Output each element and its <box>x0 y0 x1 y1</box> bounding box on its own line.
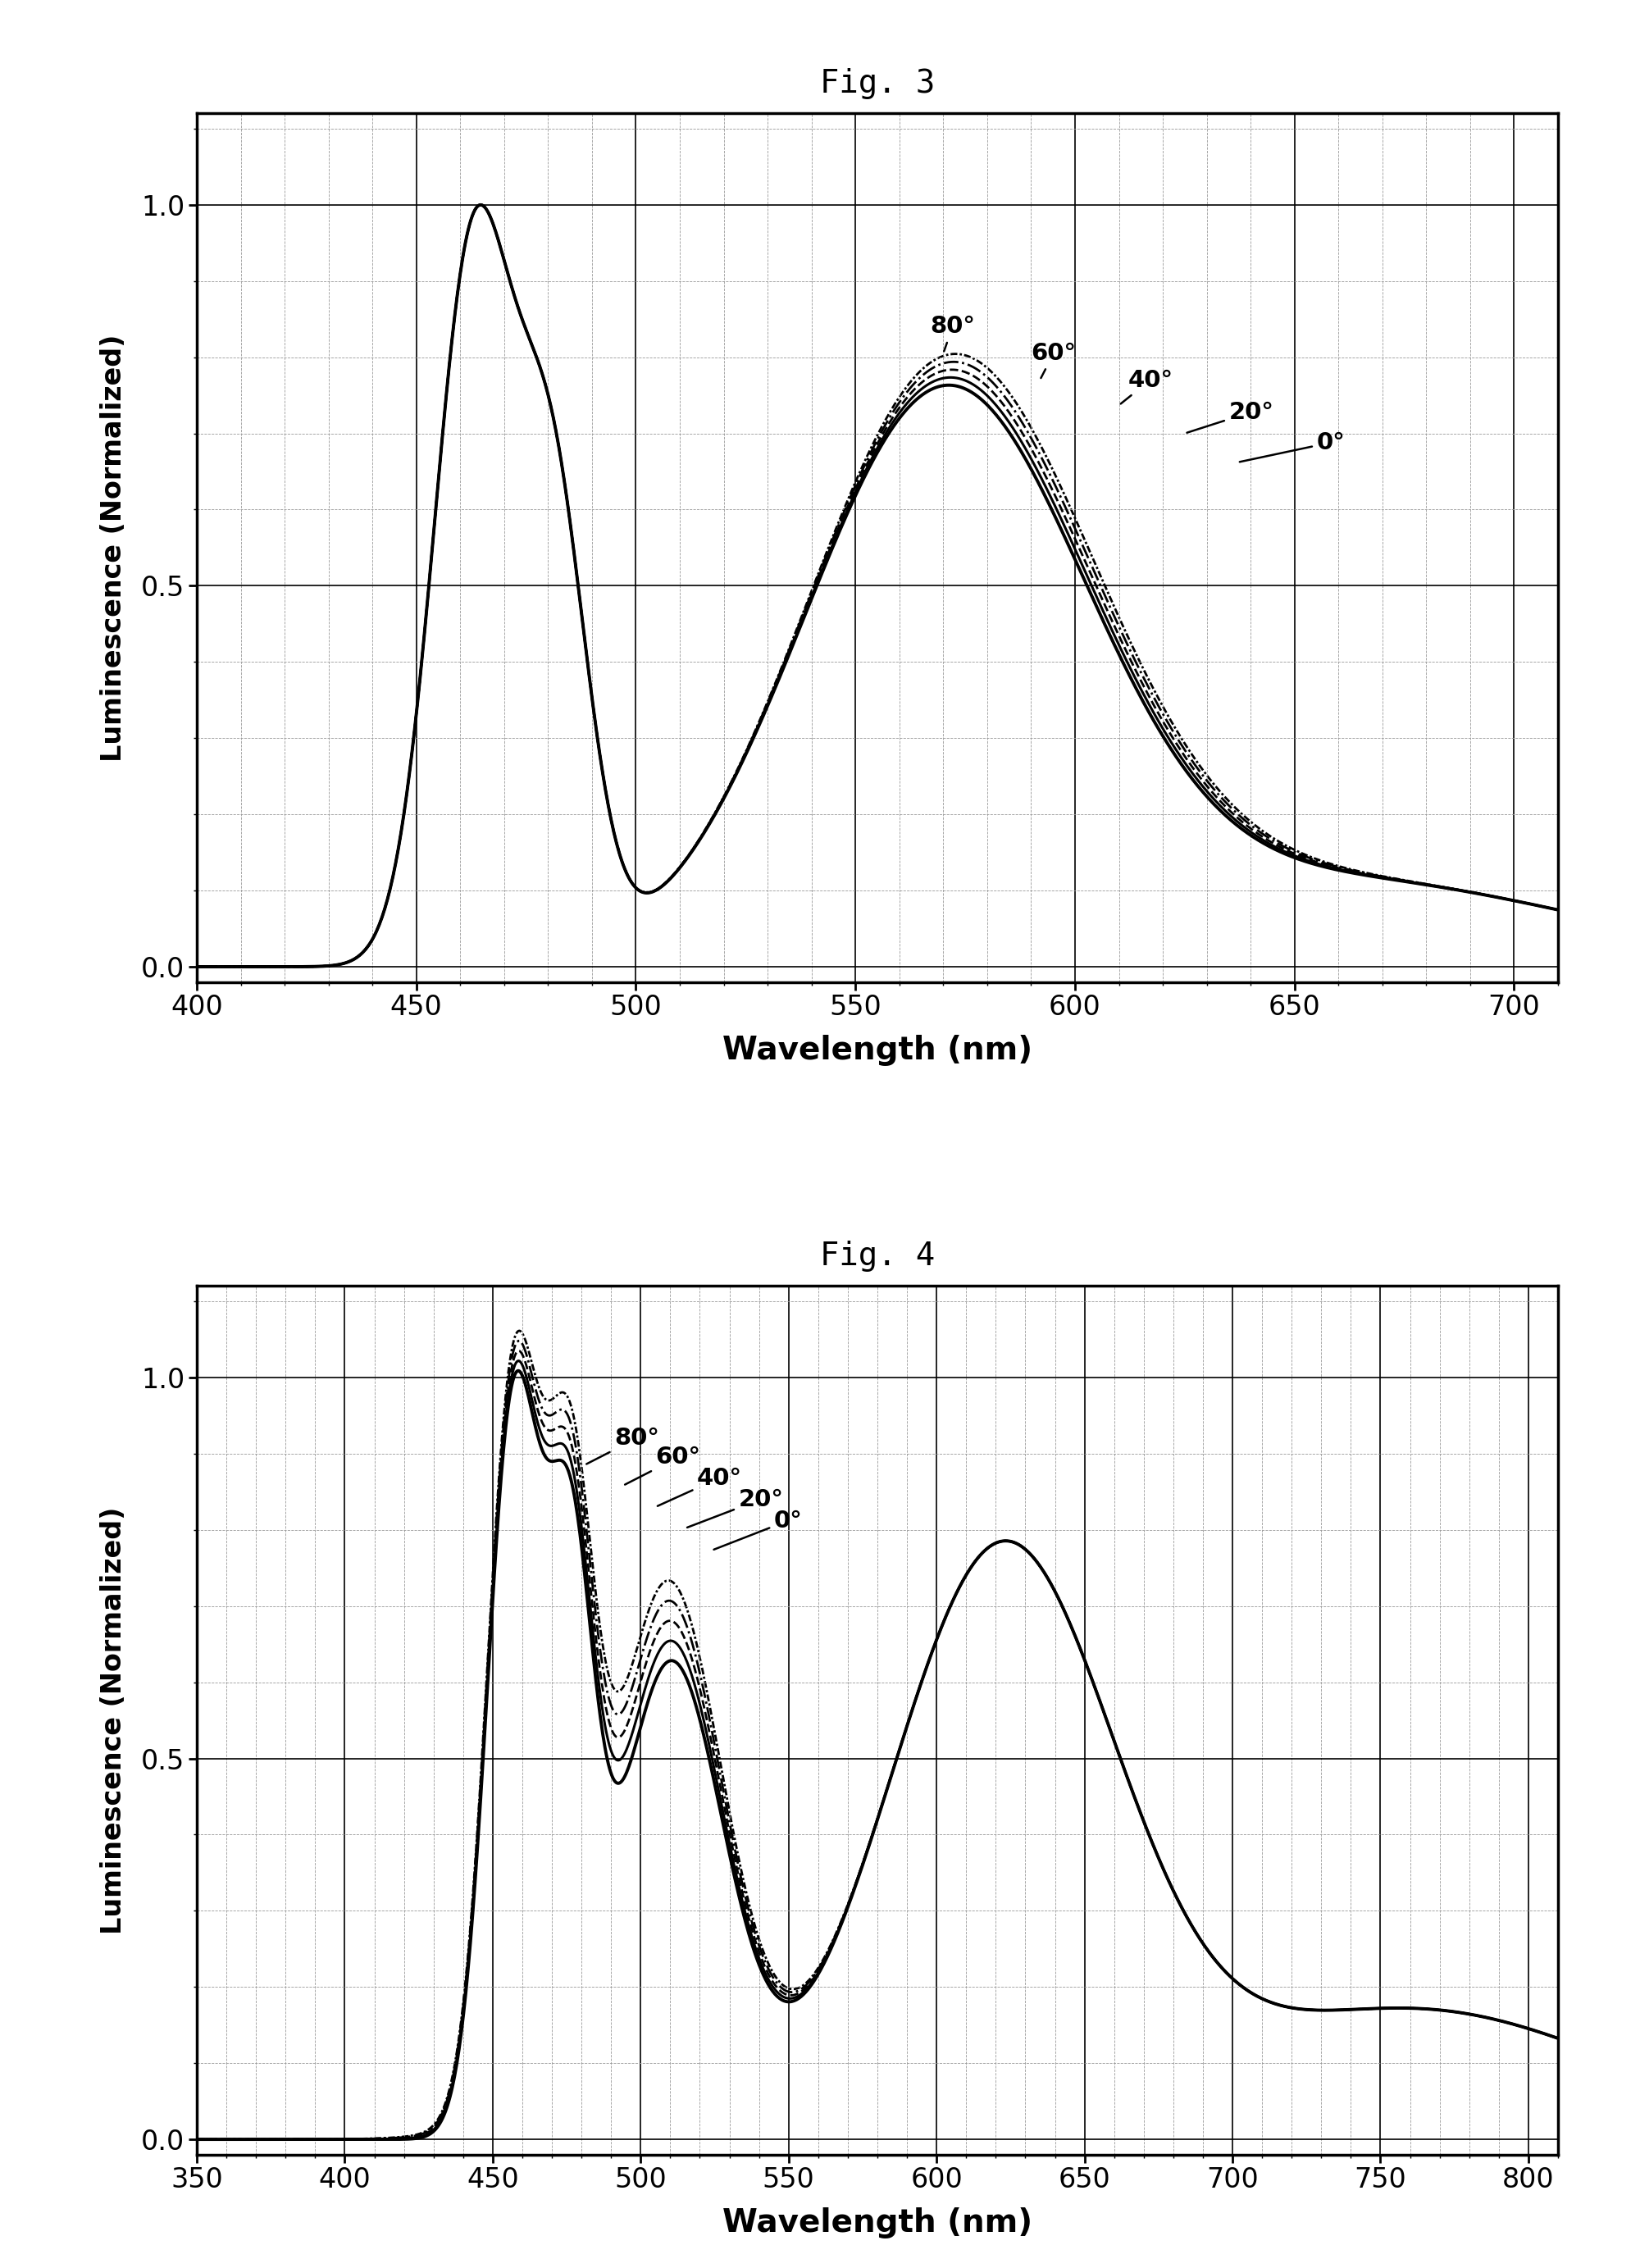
Text: 20°: 20° <box>687 1488 784 1526</box>
Text: 40°: 40° <box>1120 370 1173 404</box>
Text: 0°: 0° <box>1240 431 1345 463</box>
Text: 0°: 0° <box>713 1508 802 1549</box>
X-axis label: Wavelength (nm): Wavelength (nm) <box>722 1034 1033 1066</box>
Text: 60°: 60° <box>625 1447 700 1486</box>
Y-axis label: Luminescence (Normalized): Luminescence (Normalized) <box>100 333 128 762</box>
Text: 20°: 20° <box>1187 401 1274 433</box>
Text: 80°: 80° <box>587 1427 659 1465</box>
Text: 40°: 40° <box>658 1467 741 1506</box>
X-axis label: Wavelength (nm): Wavelength (nm) <box>722 2207 1033 2239</box>
Text: 80°: 80° <box>930 315 976 352</box>
Text: 60°: 60° <box>1032 342 1076 379</box>
Title: Fig. 4: Fig. 4 <box>820 1241 935 1272</box>
Title: Fig. 3: Fig. 3 <box>820 68 935 100</box>
Y-axis label: Luminescence (Normalized): Luminescence (Normalized) <box>100 1506 128 1935</box>
